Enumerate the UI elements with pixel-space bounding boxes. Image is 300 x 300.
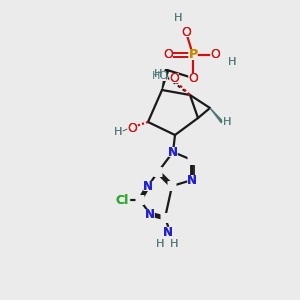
Text: H: H [223, 117, 231, 127]
FancyBboxPatch shape [169, 147, 178, 157]
Text: Cl: Cl [116, 194, 129, 206]
Text: H: H [156, 239, 164, 249]
Text: N: N [145, 208, 155, 220]
FancyBboxPatch shape [173, 13, 182, 23]
FancyBboxPatch shape [169, 239, 178, 249]
FancyBboxPatch shape [164, 227, 172, 237]
FancyBboxPatch shape [211, 50, 220, 60]
FancyBboxPatch shape [128, 123, 136, 133]
FancyBboxPatch shape [160, 213, 169, 223]
Text: O: O [163, 49, 173, 62]
Text: N: N [143, 179, 153, 193]
FancyBboxPatch shape [169, 73, 178, 83]
FancyBboxPatch shape [188, 175, 196, 185]
FancyBboxPatch shape [136, 195, 145, 205]
Polygon shape [210, 108, 223, 123]
FancyBboxPatch shape [227, 57, 236, 67]
FancyBboxPatch shape [143, 181, 152, 191]
Text: O: O [163, 49, 173, 62]
FancyBboxPatch shape [164, 227, 172, 237]
Text: H: H [154, 69, 162, 79]
FancyBboxPatch shape [169, 239, 178, 249]
Text: H: H [223, 117, 231, 127]
Text: H: H [154, 69, 162, 79]
FancyBboxPatch shape [113, 127, 122, 137]
FancyBboxPatch shape [164, 50, 172, 60]
FancyBboxPatch shape [164, 50, 172, 60]
Text: O: O [169, 71, 179, 85]
FancyBboxPatch shape [182, 27, 190, 37]
Text: H: H [114, 127, 122, 137]
Text: O: O [127, 122, 137, 134]
FancyBboxPatch shape [154, 71, 166, 81]
FancyBboxPatch shape [143, 181, 152, 191]
Text: N: N [163, 226, 173, 238]
Text: P: P [188, 49, 198, 62]
FancyBboxPatch shape [188, 50, 197, 60]
FancyBboxPatch shape [154, 167, 163, 177]
Text: H: H [174, 13, 182, 23]
FancyBboxPatch shape [155, 239, 164, 249]
Text: H: H [228, 57, 236, 67]
FancyBboxPatch shape [146, 209, 154, 219]
FancyBboxPatch shape [169, 147, 178, 157]
Text: H: H [156, 239, 164, 249]
FancyBboxPatch shape [113, 127, 122, 137]
Text: O: O [169, 71, 179, 85]
FancyBboxPatch shape [173, 13, 182, 23]
FancyBboxPatch shape [227, 57, 236, 67]
Text: N: N [187, 173, 197, 187]
Text: H: H [114, 127, 122, 137]
Text: O: O [127, 122, 137, 134]
Text: Cl: Cl [116, 194, 129, 206]
FancyBboxPatch shape [188, 73, 197, 83]
Text: N: N [168, 146, 178, 158]
FancyBboxPatch shape [154, 69, 163, 79]
Text: N: N [187, 173, 197, 187]
Text: H: H [170, 239, 178, 249]
Text: H: H [170, 239, 178, 249]
FancyBboxPatch shape [182, 27, 190, 37]
FancyBboxPatch shape [169, 73, 178, 83]
Text: H: H [228, 57, 236, 67]
Text: O: O [181, 26, 191, 38]
FancyBboxPatch shape [223, 117, 232, 127]
Polygon shape [162, 70, 169, 90]
FancyBboxPatch shape [188, 73, 197, 83]
FancyBboxPatch shape [116, 195, 128, 205]
FancyBboxPatch shape [223, 117, 232, 127]
FancyBboxPatch shape [128, 123, 136, 133]
FancyBboxPatch shape [146, 209, 154, 219]
FancyBboxPatch shape [116, 195, 128, 205]
FancyBboxPatch shape [188, 175, 196, 185]
Text: N: N [143, 179, 153, 193]
FancyBboxPatch shape [188, 50, 197, 60]
Text: N: N [168, 146, 178, 158]
FancyBboxPatch shape [154, 69, 163, 79]
Text: N: N [163, 226, 173, 238]
Text: O: O [188, 71, 198, 85]
Text: O: O [210, 49, 220, 62]
FancyBboxPatch shape [188, 155, 196, 165]
Text: O: O [188, 71, 198, 85]
Text: O: O [181, 26, 191, 38]
Text: N: N [145, 208, 155, 220]
Text: P: P [188, 49, 198, 62]
FancyBboxPatch shape [211, 50, 220, 60]
Text: H: H [174, 13, 182, 23]
Text: O: O [210, 49, 220, 62]
Text: HO: HO [152, 71, 169, 81]
FancyBboxPatch shape [167, 181, 176, 191]
FancyBboxPatch shape [155, 239, 164, 249]
